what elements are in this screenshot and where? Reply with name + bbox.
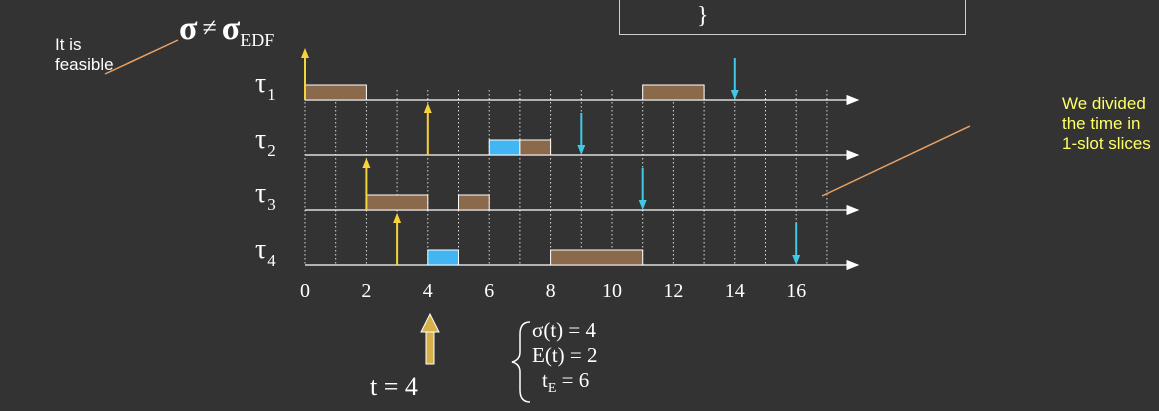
equation-block: σ(t) = 4 E(t) = 2 tE = 6 bbox=[532, 318, 598, 396]
not-equal-symbol: ≠ bbox=[202, 13, 217, 42]
axis-tick-label: 10 bbox=[602, 280, 622, 302]
equation-sigma: σ(t) = 4 bbox=[532, 318, 596, 342]
feasible-note: It is feasible bbox=[55, 35, 114, 75]
arrival-arrowhead-task-3 bbox=[362, 158, 371, 168]
deadline-arrowhead-task-3 bbox=[638, 200, 647, 210]
sigma-not-equal-edf-title: σ ≠ σEDF bbox=[179, 10, 275, 50]
sigma-symbol: σ bbox=[179, 10, 198, 47]
axis-tick-label: 6 bbox=[484, 280, 495, 302]
arrival-arrowhead-task-2 bbox=[423, 103, 432, 113]
arrival-arrowhead-task-1 bbox=[301, 48, 309, 58]
deadline-arrowhead-task-1 bbox=[730, 90, 739, 100]
axis-tick-label: 0 bbox=[300, 280, 310, 302]
sigma-edf-symbol: σ bbox=[221, 10, 241, 47]
task-label-tau-1: τ1 bbox=[255, 68, 276, 104]
current-time-arrow bbox=[420, 312, 440, 365]
arrival-arrowhead-task-4 bbox=[393, 213, 402, 223]
feasible-note-line-2: feasible bbox=[55, 55, 114, 74]
time-slices-note: We divided the time in 1-slot slices bbox=[1062, 94, 1151, 154]
feasible-pointer-line bbox=[104, 39, 179, 75]
job-block-task-1-11-13 bbox=[642, 84, 705, 101]
job-block-task-1-0-2 bbox=[304, 84, 367, 101]
time-slices-note-line-2: the time in bbox=[1062, 114, 1141, 133]
task-label-tau-2: τ2 bbox=[255, 124, 276, 160]
job-block-task-3-5-6 bbox=[458, 194, 490, 211]
slices-pointer-line bbox=[821, 125, 971, 197]
code-brace: } bbox=[697, 3, 709, 29]
axis-tick-label: 16 bbox=[786, 280, 807, 302]
code-box-fragment bbox=[619, 0, 966, 35]
equation-e: E(t) = 2 bbox=[532, 343, 598, 367]
axis-tick-label: 4 bbox=[422, 280, 433, 302]
axis-tick-label: 8 bbox=[545, 280, 556, 302]
axis-tick-label: 2 bbox=[361, 280, 372, 302]
deadline-arrowhead-task-4 bbox=[792, 255, 801, 265]
axis-tick-label: 14 bbox=[724, 280, 745, 302]
job-block-task-3-2-4 bbox=[365, 194, 429, 211]
deadline-arrowhead-task-2 bbox=[577, 145, 586, 155]
time-slices-note-line-3: 1-slot slices bbox=[1062, 134, 1151, 153]
job-block-task-2-7-8 bbox=[519, 139, 552, 156]
axis-tick-label: 12 bbox=[663, 280, 684, 302]
feasible-note-line-1: It is bbox=[55, 35, 82, 54]
current-time-label: t = 4 bbox=[370, 372, 418, 401]
task-label-tau-3: τ3 bbox=[255, 178, 276, 214]
equation-brace bbox=[511, 321, 531, 403]
job-block-task-4-4-5 bbox=[427, 249, 459, 266]
job-block-task-4-8-11 bbox=[550, 249, 644, 266]
equation-te: tE = 6 bbox=[542, 368, 590, 396]
job-block-task-2-6-7 bbox=[488, 139, 521, 156]
task-label-tau-4: τ4 bbox=[255, 234, 276, 270]
edf-subscript: EDF bbox=[240, 30, 275, 50]
time-slices-note-line-1: We divided bbox=[1062, 94, 1146, 113]
